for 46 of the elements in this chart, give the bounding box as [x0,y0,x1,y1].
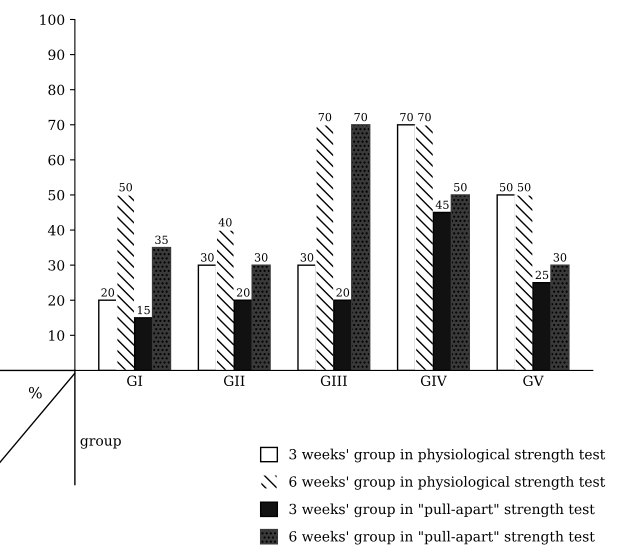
data-label: 50 [120,183,132,192]
bar [251,264,271,370]
legend-label: 6 weeks' group in "pull-apart" strength test [289,530,595,544]
x-axis-title: group [80,438,121,449]
bar [152,246,172,370]
x-tick-label: GIV [420,376,447,386]
y-tick-label: 60 [48,154,64,166]
data-label: 30 [254,253,268,262]
data-label: 45 [436,200,449,209]
legend-label: 3 weeks' group in "pull-apart" strength test [290,503,595,518]
data-label: 50 [454,183,467,192]
x-tick-label: GIII [320,376,347,386]
data-label: 70 [354,112,368,122]
y-tick-label: 50 [48,190,64,200]
x-tick-label: GI [127,376,142,386]
data-label: 40 [218,218,232,226]
y-axis-title: % [28,386,42,398]
y-tick-label: 80 [48,84,64,96]
bar [351,124,370,370]
data-label: 20 [336,288,350,297]
data-label: 50 [518,183,530,192]
data-label: 30 [201,253,214,262]
x-tick-label: GV [523,376,544,386]
data-label: 25 [536,270,548,280]
x-tick-label: GII [224,376,245,386]
data-label: 70 [400,112,413,122]
data-label: 15 [138,306,150,314]
bar [550,264,570,370]
data-label: 35 [155,236,168,244]
legend-label: 6 weeks' group in physiological strength test [289,476,606,490]
y-tick-label: 10 [49,330,64,341]
y-tick-label: 40 [48,225,64,236]
data-label: 70 [318,112,332,122]
data-label: 30 [554,253,566,262]
y-tick-label: 90 [48,50,64,60]
data-label: 70 [418,112,431,122]
data-label: 50 [500,183,512,192]
data-label: 20 [236,288,250,297]
y-tick-label: 70 [48,120,64,130]
data-label: 20 [101,288,114,297]
y-tick-label: 30 [48,260,64,271]
legend-label: 3 weeks' group in physiological strength test [290,448,606,462]
y-tick-label: 20 [48,295,64,306]
y-tick-label: 100 [40,14,64,25]
data-label: 30 [300,253,314,262]
bar [450,194,470,370]
